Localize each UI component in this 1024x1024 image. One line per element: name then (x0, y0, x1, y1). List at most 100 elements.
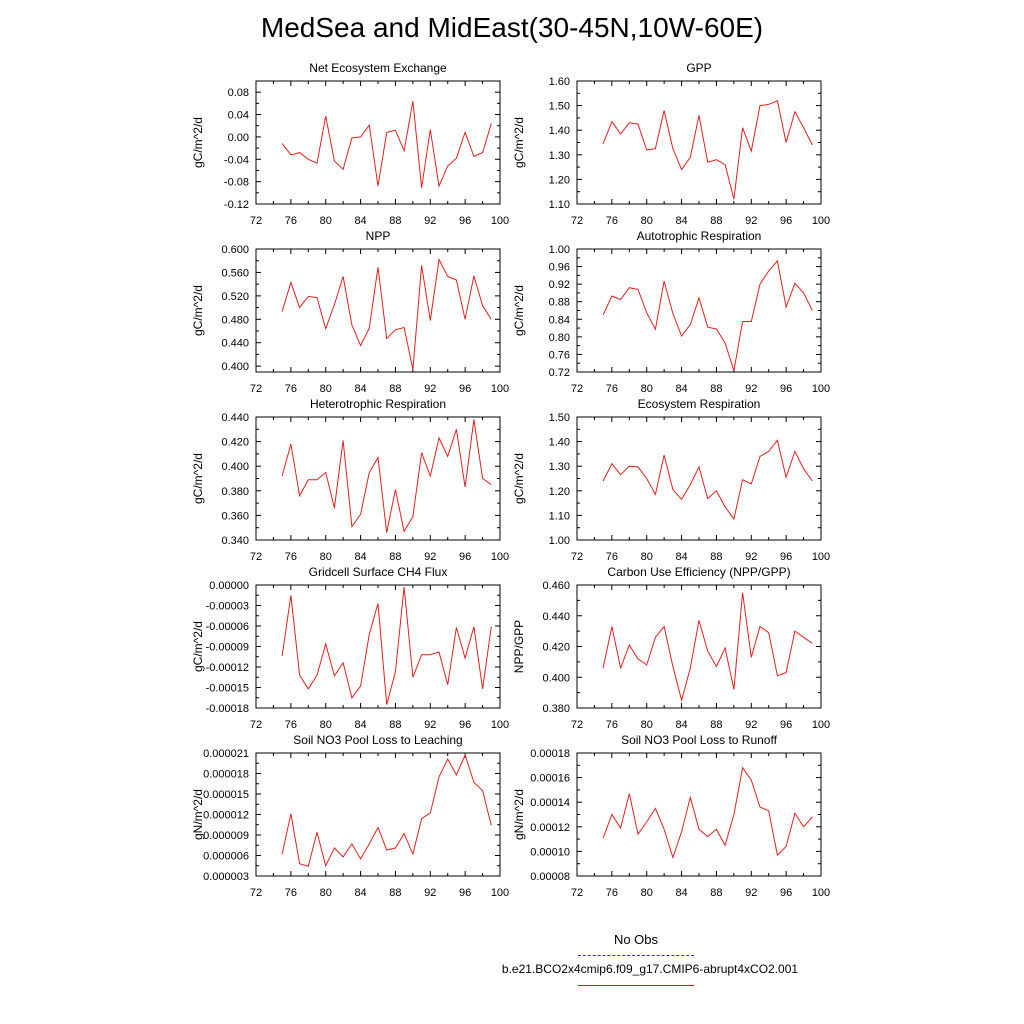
y-tick-label: 0.400 (221, 361, 249, 373)
y-tick-label: -0.00015 (206, 683, 249, 695)
x-tick-label: 88 (710, 551, 722, 563)
page-title: MedSea and MidEast(30-45N,10W-60E) (260, 12, 764, 43)
x-tick-label: 72 (571, 887, 583, 899)
chart-title: Soil NO3 Pool Loss to Runoff (621, 733, 778, 747)
y-axis-label: gC/m^2/d (512, 117, 526, 168)
chart-panel-7: Carbon Use Efficiency (NPP/GPP) NPP/GPP 72… (512, 565, 830, 731)
y-tick-label: 1.60 (549, 76, 570, 88)
x-tick-label: 92 (424, 215, 436, 227)
x-tick-label: 92 (745, 887, 757, 899)
y-tick-label: 0.340 (221, 535, 249, 547)
x-tick-label: 72 (571, 383, 583, 395)
chart-title: Ecosystem Respiration (638, 397, 761, 411)
x-tick-label: 72 (250, 215, 262, 227)
x-tick-label: 96 (780, 719, 792, 731)
x-tick-label: 88 (710, 215, 722, 227)
y-tick-label: 0.380 (221, 486, 249, 498)
y-tick-label: 1.00 (549, 244, 570, 256)
x-tick-label: 96 (780, 215, 792, 227)
chart-panel-9: Soil NO3 Pool Loss to Runoff gN/m^2/d 72 76… (512, 733, 830, 899)
y-tick-label: 0.440 (221, 412, 249, 424)
x-tick-label: 88 (389, 719, 401, 731)
x-tick-label: 88 (389, 887, 401, 899)
x-tick-label: 92 (745, 383, 757, 395)
x-tick-label: 100 (491, 383, 509, 395)
chart-title: Autotrophic Respiration (637, 229, 762, 243)
y-tick-label: 0.480 (221, 314, 249, 326)
y-axis-label: gC/m^2/d (191, 285, 205, 336)
x-tick-label: 76 (606, 719, 618, 731)
y-axis-label: gC/m^2/d (191, 621, 205, 672)
y-tick-label: -0.04 (224, 154, 249, 166)
x-tick-label: 80 (641, 551, 653, 563)
y-tick-label: 0.00 (228, 132, 249, 144)
y-tick-label: 0.420 (542, 642, 570, 654)
y-tick-label: 0.00000 (209, 580, 249, 592)
x-tick-label: 100 (491, 215, 509, 227)
chart-title: GPP (686, 61, 711, 75)
legend-obs-label: No Obs (613, 932, 659, 947)
x-tick-label: 76 (606, 215, 618, 227)
x-tick-label: 72 (250, 887, 262, 899)
y-tick-label: 0.420 (221, 437, 249, 449)
y-tick-label: 0.000018 (203, 769, 249, 781)
y-tick-label: 0.380 (542, 703, 570, 715)
x-tick-label: 84 (354, 551, 366, 563)
x-tick-label: 92 (424, 719, 436, 731)
x-tick-label: 92 (424, 551, 436, 563)
y-tick-label: 0.00008 (530, 871, 570, 883)
x-tick-label: 84 (675, 887, 687, 899)
y-tick-label: 1.00 (549, 535, 570, 547)
x-tick-label: 96 (780, 887, 792, 899)
x-tick-label: 84 (354, 719, 366, 731)
y-tick-label: -0.00003 (206, 601, 249, 613)
y-tick-label: 1.30 (549, 461, 570, 473)
y-tick-label: 1.40 (549, 125, 570, 137)
x-tick-label: 100 (491, 551, 509, 563)
y-tick-label: 0.00012 (530, 822, 570, 834)
x-tick-label: 92 (745, 215, 757, 227)
x-tick-label: 92 (424, 383, 436, 395)
x-tick-label: 80 (320, 383, 332, 395)
chart-title: NPP (366, 229, 391, 243)
y-tick-label: 0.00010 (530, 846, 570, 858)
y-axis-label: gN/m^2/d (191, 789, 205, 840)
y-axis-label: NPP/GPP (512, 620, 526, 673)
x-tick-label: 76 (285, 719, 297, 731)
chart-panel-5: Ecosystem Respiration gC/m^2/d 72 76 80 84 88 9… (512, 397, 830, 563)
x-tick-label: 80 (641, 887, 653, 899)
chart-title: Net Ecosystem Exchange (309, 61, 447, 75)
x-tick-label: 76 (285, 551, 297, 563)
y-tick-label: 0.360 (221, 510, 249, 522)
legend-case-label: b.e21.BCO2x4cmip6.f09_g17.CMIP6-abrupt4x… (501, 962, 799, 976)
chart-panel-3: Autotrophic Respiration gC/m^2/d 72 76 80 84 8… (512, 229, 830, 395)
x-tick-label: 96 (459, 887, 471, 899)
x-tick-label: 96 (780, 551, 792, 563)
plot-frame (576, 80, 822, 205)
x-tick-label: 84 (675, 719, 687, 731)
x-tick-label: 80 (641, 719, 653, 731)
y-tick-label: 0.440 (221, 338, 249, 350)
y-tick-label: 1.40 (549, 437, 570, 449)
y-axis-label: gC/m^2/d (191, 453, 205, 504)
x-tick-label: 84 (675, 551, 687, 563)
chart-panel-4: Heterotrophic Respiration gC/m^2/d 72 76 80 8… (191, 397, 509, 563)
y-tick-label: 1.20 (549, 486, 570, 498)
y-tick-label: 0.600 (221, 244, 249, 256)
x-tick-label: 100 (812, 383, 830, 395)
series-line (602, 259, 813, 371)
x-tick-label: 84 (675, 215, 687, 227)
y-tick-label: 1.30 (549, 150, 570, 162)
series-line (281, 257, 492, 370)
y-tick-label: 0.000003 (203, 871, 249, 883)
y-tick-label: 0.520 (221, 291, 249, 303)
x-tick-label: 72 (250, 719, 262, 731)
y-tick-label: -0.12 (224, 199, 249, 211)
chart-panel-2: NPP gC/m^2/d 72 76 80 84 88 92 96 100 0.400 0.440 0.… (191, 229, 509, 395)
y-tick-label: -0.00006 (206, 621, 249, 633)
chart-title: Gridcell Surface CH4 Flux (309, 565, 448, 579)
x-tick-label: 80 (320, 887, 332, 899)
x-tick-label: 76 (285, 215, 297, 227)
x-tick-label: 80 (320, 551, 332, 563)
x-tick-label: 88 (710, 887, 722, 899)
